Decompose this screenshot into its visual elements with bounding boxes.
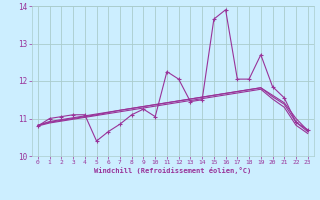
X-axis label: Windchill (Refroidissement éolien,°C): Windchill (Refroidissement éolien,°C): [94, 167, 252, 174]
